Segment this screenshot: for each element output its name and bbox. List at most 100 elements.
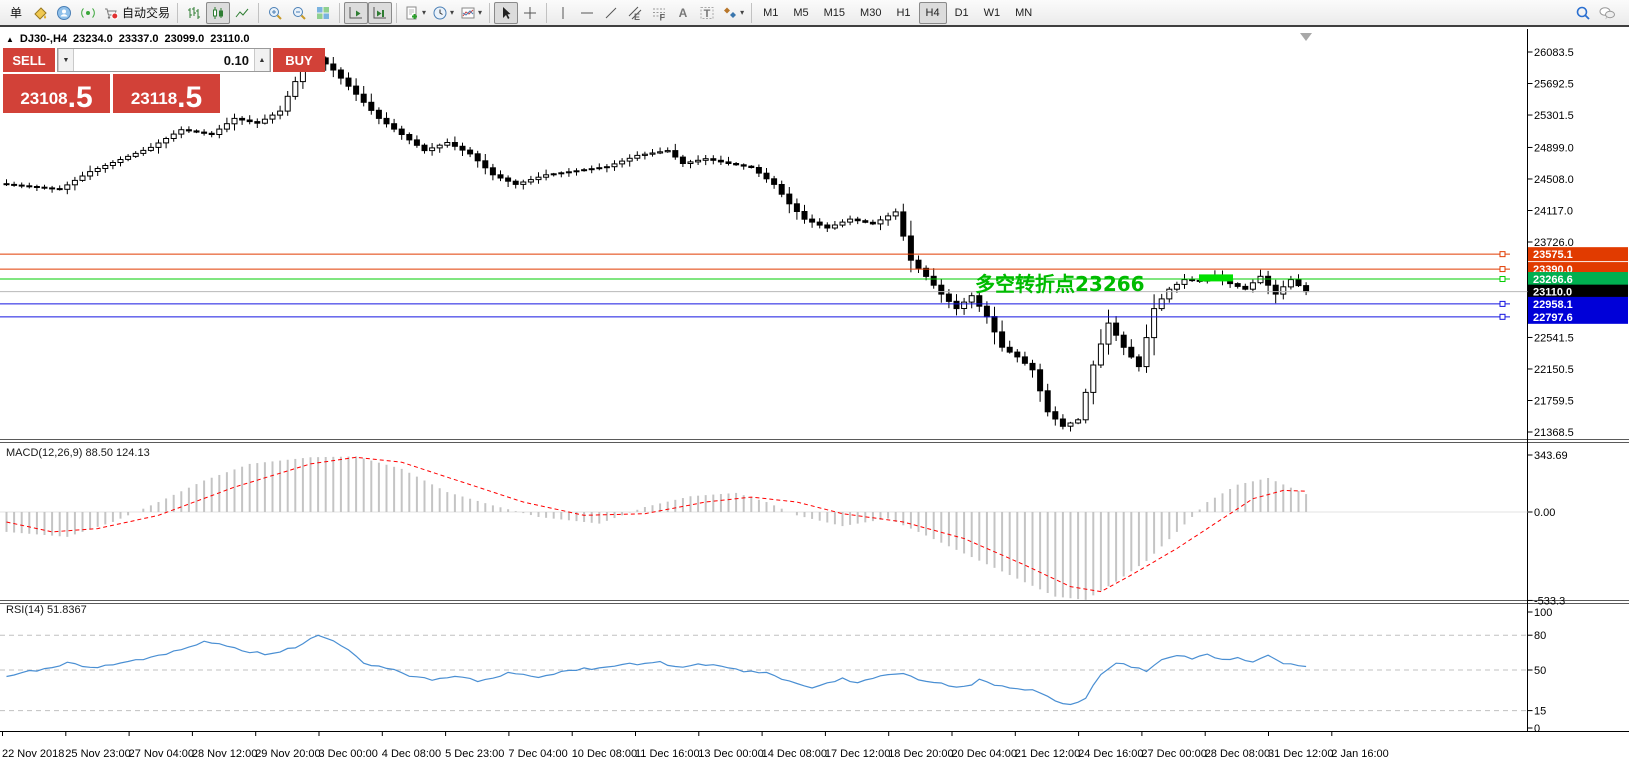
price-axis-label: 25692.5 bbox=[1534, 79, 1574, 91]
annotation-text[interactable]: 多空转折点23266 bbox=[975, 272, 1145, 296]
styles-bucket-button[interactable] bbox=[28, 2, 52, 24]
price-tag bbox=[1528, 309, 1628, 324]
timeframe-button-m15[interactable]: M15 bbox=[817, 2, 852, 24]
candle-body bbox=[710, 158, 717, 161]
candle-body bbox=[375, 109, 382, 119]
candle-body bbox=[550, 173, 557, 176]
search-icon bbox=[1575, 5, 1591, 21]
bar-chart-mode-button[interactable] bbox=[182, 2, 206, 24]
time-axis-label: 20 Dec 04:00 bbox=[952, 748, 1017, 760]
candle-body bbox=[717, 159, 724, 163]
sell-button[interactable]: SELL bbox=[3, 48, 55, 72]
candlestick-mode-button[interactable] bbox=[206, 1, 231, 24]
candle-body bbox=[1006, 346, 1013, 353]
buy-price-display[interactable]: 23118.5 bbox=[113, 74, 220, 113]
zoom-in-button[interactable] bbox=[263, 2, 287, 24]
timeframe-button-m30[interactable]: M30 bbox=[853, 2, 888, 24]
sell-price-display[interactable]: 23108.5 bbox=[3, 74, 110, 113]
toolbar-separator bbox=[177, 2, 179, 23]
channel-tool-button[interactable]: E bbox=[623, 2, 647, 24]
candle-body bbox=[11, 183, 18, 186]
timeframe-button-w1[interactable]: W1 bbox=[977, 2, 1008, 24]
timeframe-button-m1[interactable]: M1 bbox=[756, 2, 785, 24]
horizontal-line-tool-button[interactable] bbox=[575, 2, 599, 24]
timeframe-bar: M1 M5 M15 M30 H1 H4 D1 W1 MN bbox=[756, 1, 1039, 24]
candle-body bbox=[611, 163, 618, 168]
candle-body bbox=[1242, 285, 1249, 290]
candle-body bbox=[740, 164, 747, 167]
level-line-handle[interactable] bbox=[1499, 251, 1506, 258]
sell-price-main: 23108 bbox=[20, 89, 68, 108]
line-chart-mode-button[interactable] bbox=[230, 2, 254, 24]
candle-body bbox=[869, 221, 876, 225]
timeframe-button-d1[interactable]: D1 bbox=[948, 2, 976, 24]
tile-windows-button[interactable] bbox=[311, 2, 335, 24]
signals-button[interactable] bbox=[76, 2, 100, 24]
chat-button[interactable] bbox=[1595, 2, 1619, 24]
candle-body bbox=[1280, 286, 1287, 295]
trend-line-tool-button[interactable] bbox=[599, 2, 623, 24]
symbol-period-label: DJ30-,H4 bbox=[19, 33, 67, 45]
time-axis-label: 27 Dec 00:00 bbox=[1141, 748, 1206, 760]
timeframe-button-h4[interactable]: H4 bbox=[918, 1, 947, 24]
candle-body bbox=[900, 211, 907, 237]
community-button[interactable] bbox=[52, 2, 76, 24]
cursor-tool-button[interactable] bbox=[494, 1, 519, 24]
highlight-rectangle[interactable] bbox=[1199, 274, 1233, 282]
vertical-line-tool-button[interactable] bbox=[551, 2, 575, 24]
candle-body bbox=[497, 174, 504, 179]
timeframe-button-m5[interactable]: M5 bbox=[786, 2, 815, 24]
chart-shift-marker[interactable] bbox=[1300, 33, 1312, 41]
price-axis-label: 24508.0 bbox=[1534, 174, 1574, 186]
candle-body bbox=[824, 224, 831, 229]
text-label-tool-button[interactable]: T bbox=[695, 2, 719, 24]
clock-icon bbox=[432, 5, 448, 21]
tile-windows-icon bbox=[315, 5, 331, 21]
volume-increase-button[interactable] bbox=[254, 49, 270, 71]
level-line-handle[interactable] bbox=[1499, 300, 1506, 307]
candle-body bbox=[771, 178, 778, 185]
candle-body bbox=[1303, 285, 1310, 293]
timeframe-button-h1[interactable]: H1 bbox=[889, 2, 917, 24]
timeframe-button-mn[interactable]: MN bbox=[1008, 2, 1039, 24]
level-line-handle[interactable] bbox=[1499, 313, 1506, 320]
arrows-tool-button[interactable] bbox=[719, 2, 747, 24]
search-button[interactable] bbox=[1571, 2, 1595, 24]
candle-body bbox=[938, 284, 945, 295]
crosshair-tool-button[interactable] bbox=[518, 2, 542, 24]
candle-body bbox=[1029, 362, 1036, 371]
fibonacci-tool-button[interactable]: F bbox=[647, 2, 671, 24]
candle-body bbox=[885, 215, 892, 221]
text-tool-button[interactable]: A bbox=[671, 2, 695, 24]
templates-button[interactable] bbox=[457, 2, 485, 24]
auto-trading-button[interactable]: 自动交易 bbox=[100, 2, 173, 24]
new-order-button[interactable]: 单 bbox=[4, 2, 28, 24]
buy-button[interactable]: BUY bbox=[273, 48, 325, 72]
chart-shift-button[interactable] bbox=[368, 1, 393, 24]
price-axis-label: 22541.5 bbox=[1534, 332, 1574, 344]
price-tag-label: 22958.1 bbox=[1533, 299, 1573, 311]
price-tag-label: 23110.0 bbox=[1533, 287, 1572, 299]
candle-body bbox=[208, 132, 215, 136]
candle-body bbox=[117, 159, 124, 163]
volume-decrease-button[interactable] bbox=[58, 49, 74, 71]
time-axis-label: 27 Nov 04:00 bbox=[129, 748, 194, 760]
level-line-handle[interactable] bbox=[1499, 276, 1506, 283]
candle-body bbox=[1090, 364, 1097, 393]
candle-body bbox=[930, 275, 937, 286]
price-tag bbox=[1528, 296, 1628, 311]
volume-input[interactable] bbox=[74, 49, 254, 71]
periods-button[interactable] bbox=[429, 2, 457, 24]
price-axis-label: 23726.0 bbox=[1534, 237, 1574, 249]
level-line-handle[interactable] bbox=[1499, 266, 1506, 273]
macd-axis-label: 0.00 bbox=[1534, 507, 1555, 519]
price-axis-label: 24117.0 bbox=[1534, 205, 1573, 217]
candle-body bbox=[292, 81, 299, 97]
time-axis-label: 25 Nov 23:00 bbox=[65, 748, 130, 760]
indicators-button[interactable] bbox=[401, 2, 429, 24]
zoom-out-button[interactable] bbox=[287, 2, 311, 24]
auto-scroll-button[interactable] bbox=[344, 1, 369, 24]
candle-body bbox=[216, 128, 223, 136]
candle-body bbox=[1113, 322, 1120, 336]
